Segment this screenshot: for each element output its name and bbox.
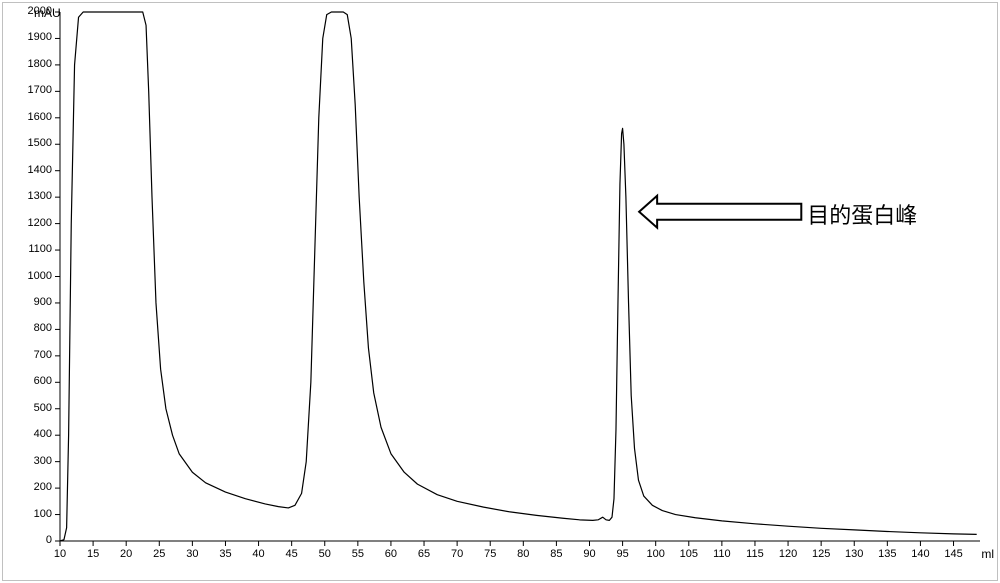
- y-tick-label: 1800: [12, 58, 52, 70]
- x-tick-label: 70: [442, 548, 472, 560]
- y-tick-label: 2000: [12, 5, 52, 17]
- x-tick-label: 110: [707, 548, 737, 560]
- y-tick-label: 700: [12, 349, 52, 361]
- x-tick-label: 90: [574, 548, 604, 560]
- x-tick-label: 30: [177, 548, 207, 560]
- absorbance-trace: [60, 12, 977, 541]
- y-tick-label: 1900: [12, 31, 52, 43]
- chart-container: mAU ml 010020030040050060070080090010001…: [0, 0, 1000, 583]
- x-tick-label: 50: [310, 548, 340, 560]
- x-tick-label: 115: [740, 548, 770, 560]
- x-tick-label: 75: [475, 548, 505, 560]
- y-tick-label: 200: [12, 481, 52, 493]
- y-tick-label: 1400: [12, 164, 52, 176]
- x-tick-label: 40: [244, 548, 274, 560]
- x-tick-label: 125: [806, 548, 836, 560]
- x-tick-label: 10: [45, 548, 75, 560]
- x-tick-label: 65: [409, 548, 439, 560]
- y-tick-label: 300: [12, 455, 52, 467]
- x-tick-label: 35: [210, 548, 240, 560]
- x-tick-label: 25: [144, 548, 174, 560]
- x-tick-label: 20: [111, 548, 141, 560]
- annotation-arrow: [639, 196, 801, 228]
- y-tick-label: 1100: [12, 243, 52, 255]
- x-tick-label: 95: [608, 548, 638, 560]
- y-tick-label: 1500: [12, 137, 52, 149]
- y-tick-label: 1200: [12, 217, 52, 229]
- x-tick-label: 80: [508, 548, 538, 560]
- x-tick-label: 45: [277, 548, 307, 560]
- y-tick-label: 0: [12, 534, 52, 546]
- y-tick-label: 800: [12, 322, 52, 334]
- y-tick-label: 1000: [12, 270, 52, 282]
- x-tick-label: 105: [674, 548, 704, 560]
- chart-svg: [0, 0, 1000, 583]
- y-tick-label: 1300: [12, 190, 52, 202]
- x-tick-label: 55: [343, 548, 373, 560]
- x-tick-label: 100: [641, 548, 671, 560]
- annotation-target-protein-peak: 目的蛋白峰: [807, 198, 917, 230]
- x-tick-label: 140: [905, 548, 935, 560]
- y-tick-label: 1700: [12, 84, 52, 96]
- x-tick-label: 145: [939, 548, 969, 560]
- x-tick-label: 120: [773, 548, 803, 560]
- x-tick-label: 60: [376, 548, 406, 560]
- x-tick-label: 15: [78, 548, 108, 560]
- y-tick-label: 900: [12, 296, 52, 308]
- y-tick-label: 1600: [12, 111, 52, 123]
- y-tick-label: 400: [12, 428, 52, 440]
- x-tick-label: 135: [872, 548, 902, 560]
- y-tick-label: 100: [12, 508, 52, 520]
- x-tick-label: 130: [839, 548, 869, 560]
- y-tick-label: 600: [12, 375, 52, 387]
- y-tick-label: 500: [12, 402, 52, 414]
- x-tick-label: 85: [541, 548, 571, 560]
